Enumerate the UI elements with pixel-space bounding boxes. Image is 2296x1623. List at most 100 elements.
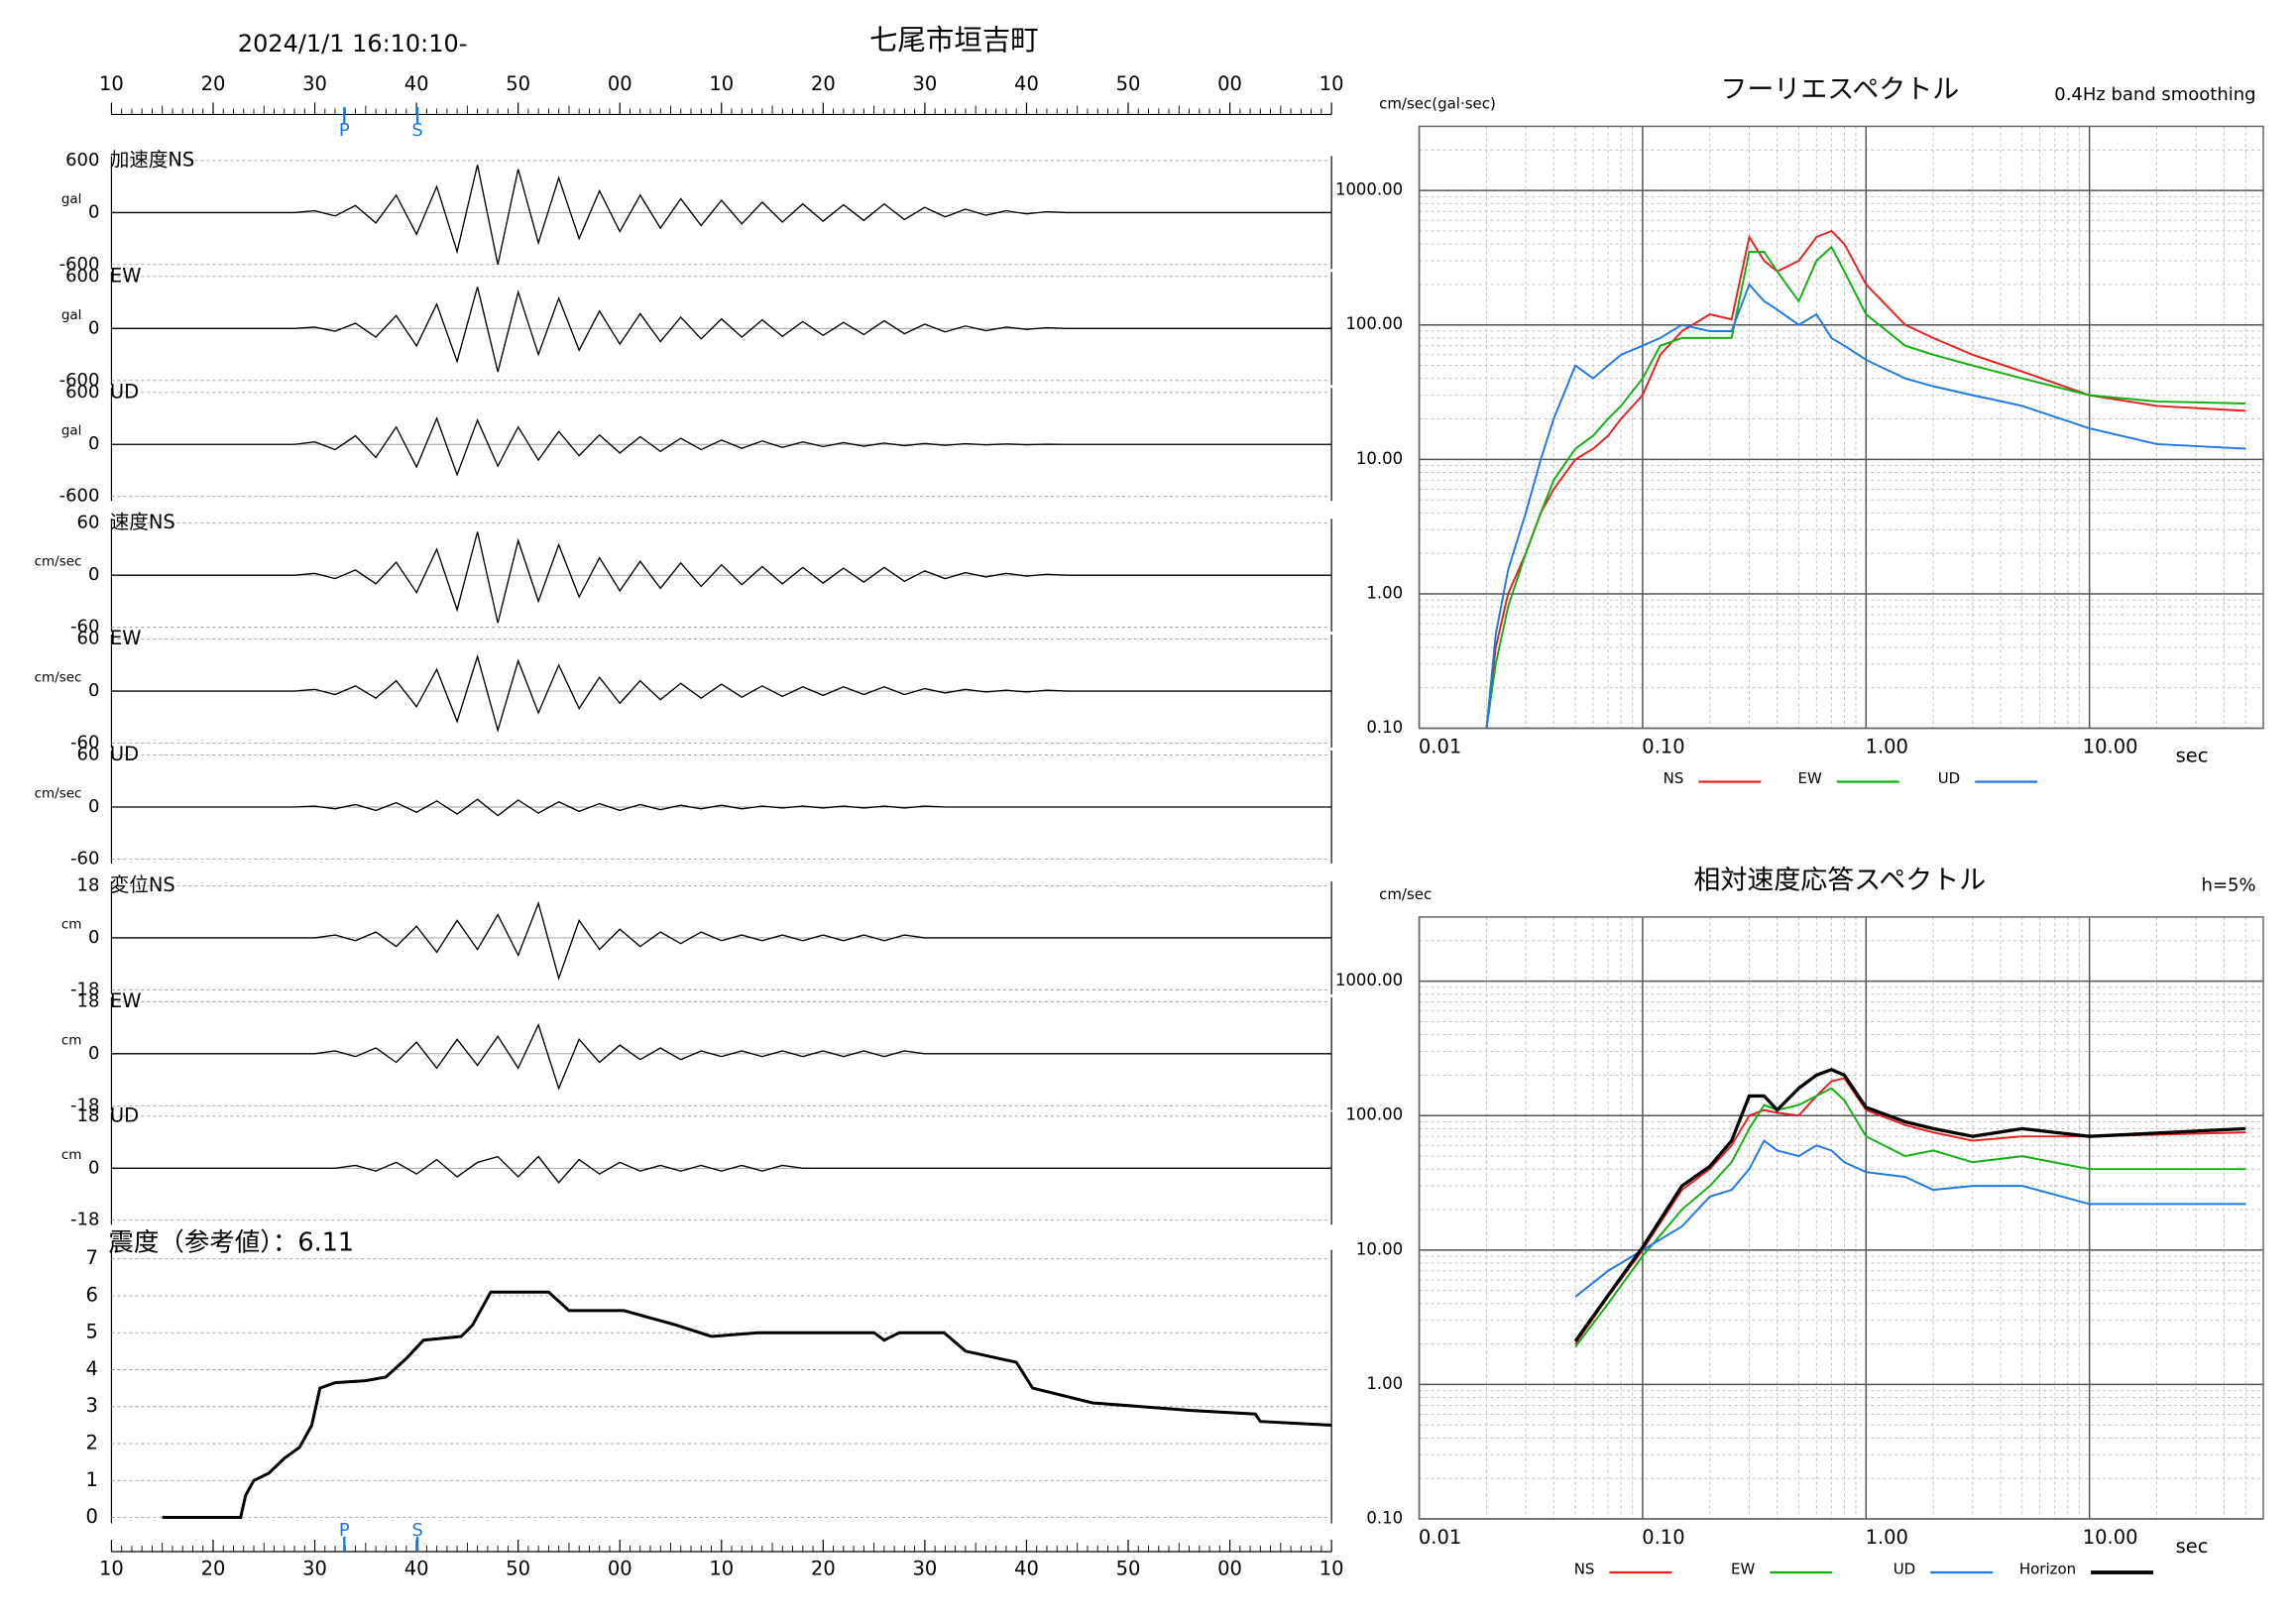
spectrum-line — [1574, 1087, 2246, 1348]
x-tick-label: 0.01 — [1419, 1526, 1461, 1549]
unit-label: cm — [61, 1147, 82, 1163]
y-tick-label: -60 — [70, 733, 99, 754]
chart-title: 相対速度応答スペクトル — [1693, 865, 1986, 895]
waveform-trace — [111, 531, 1332, 624]
x-tick-label: 10.00 — [2083, 736, 2138, 758]
y-tick-label: 1 — [86, 1468, 98, 1491]
component-label: UD — [110, 380, 139, 403]
y-tick-label: 7 — [86, 1246, 98, 1269]
y-tick-label: 100.00 — [1345, 1105, 1403, 1124]
spectrum-line — [1485, 245, 2246, 729]
time-tick-label: 00 — [1217, 1558, 1242, 1580]
unit-label: cm/sec — [35, 670, 82, 686]
time-tick-label: 20 — [811, 72, 836, 95]
chart-title: 震度（参考値）：6.11 — [108, 1228, 354, 1258]
y-tick-label: 3 — [86, 1394, 98, 1417]
time-tick-label: 30 — [913, 1558, 938, 1580]
spectrum-line — [1485, 283, 2246, 729]
y-tick-label: 1000.00 — [1335, 971, 1403, 989]
legend-label: EW — [1798, 769, 1822, 787]
time-tick-label: 20 — [811, 1558, 836, 1580]
waveform-trace — [111, 165, 1332, 265]
time-tick-label: 10 — [99, 1558, 124, 1580]
y-tick-label: 10.00 — [1356, 449, 1403, 468]
x-tick-label: 0.10 — [1642, 736, 1684, 758]
unit-label: cm/sec — [35, 554, 82, 570]
phase-label: S — [411, 1520, 422, 1541]
y-tick-label: -60 — [70, 848, 99, 869]
y-tick-label: 0 — [88, 317, 99, 338]
component-label: EW — [110, 264, 142, 287]
y-tick-label: 0.10 — [1366, 1509, 1403, 1528]
datetime: 2024/1/1 16:10:10- — [238, 30, 468, 58]
y-tick-label: -18 — [70, 1210, 99, 1230]
y-tick-label: 1.00 — [1366, 1374, 1403, 1393]
waveform-trace — [111, 653, 1332, 733]
y-tick-label: 0 — [88, 680, 99, 701]
unit-label: cm — [61, 916, 82, 932]
legend-label: UD — [1894, 1561, 1916, 1578]
spectrum-line — [1573, 1067, 2246, 1342]
waveform-trace — [111, 1155, 1332, 1184]
y-tick-label: 60 — [77, 513, 100, 533]
y-tick-label: 10.00 — [1356, 1239, 1403, 1258]
component-label: EW — [110, 627, 142, 649]
x-tick-label: 0.10 — [1642, 1526, 1684, 1549]
unit-label: cm/sec — [35, 786, 82, 802]
x-tick-label: 1.00 — [1866, 736, 1908, 758]
waveform-trace — [111, 287, 1332, 373]
time-tick-label: 20 — [201, 72, 226, 95]
legend-label: UD — [1938, 769, 1961, 787]
time-tick-label: 50 — [1116, 1558, 1141, 1580]
y-tick-label: 4 — [86, 1357, 98, 1380]
y-tick-label: 18 — [77, 874, 100, 895]
y-tick-label: -600 — [59, 486, 100, 507]
time-tick-label: 00 — [608, 72, 632, 95]
chart-subtitle: h=5% — [2202, 874, 2256, 895]
y-tick-label: 1000.00 — [1335, 180, 1403, 199]
y-tick-label: 0 — [88, 796, 99, 817]
unit-label: gal — [61, 423, 82, 439]
y-tick-label: 0 — [86, 1505, 98, 1528]
unit-label: gal — [61, 191, 82, 207]
time-tick-label: 10 — [1320, 72, 1344, 95]
time-tick-label: 00 — [1217, 72, 1242, 95]
phase-label: P — [339, 1520, 350, 1541]
legend-label: Horizon — [2019, 1561, 2076, 1578]
y-tick-label: -600 — [59, 370, 100, 391]
time-tick-label: 00 — [608, 1558, 632, 1580]
time-tick-label: 10 — [709, 1558, 734, 1580]
y-axis-label: cm/sec(gal·sec) — [1379, 94, 1496, 112]
unit-label: cm — [61, 1032, 82, 1048]
y-tick-label: -600 — [59, 254, 100, 275]
y-tick-label: 100.00 — [1345, 314, 1403, 333]
waveform-trace — [111, 416, 1332, 477]
spectrum-line — [1574, 1077, 2246, 1345]
chart-title: フーリエスペクトル — [1720, 74, 1959, 105]
time-tick-label: 30 — [302, 1558, 327, 1580]
time-tick-label: 40 — [1014, 1558, 1039, 1580]
y-tick-label: 0 — [88, 1157, 99, 1178]
chart-subtitle: 0.4Hz band smoothing — [2054, 84, 2255, 105]
y-tick-label: 18 — [77, 990, 100, 1011]
y-tick-label: -60 — [70, 617, 99, 638]
time-tick-label: 50 — [506, 72, 530, 95]
y-tick-label: 0 — [88, 1043, 99, 1064]
component-label: 加速度NS — [110, 148, 194, 171]
time-tick-label: 30 — [913, 72, 938, 95]
y-tick-label: -18 — [70, 1095, 99, 1115]
y-tick-label: 0 — [88, 433, 99, 454]
component-label: 速度NS — [110, 511, 175, 533]
y-tick-label: 5 — [86, 1321, 98, 1343]
intensity-line — [162, 1290, 1332, 1520]
x-axis-label: sec — [2176, 1535, 2209, 1558]
time-tick-label: 10 — [709, 72, 734, 95]
station: 七尾市垣吉町 — [869, 24, 1039, 57]
plot-frame — [1418, 125, 2264, 730]
phase-label: P — [339, 120, 350, 141]
y-tick-label: 600 — [65, 150, 99, 171]
phase-label: S — [411, 120, 422, 141]
y-tick-label: 0.10 — [1366, 718, 1403, 737]
component-label: EW — [110, 989, 142, 1012]
